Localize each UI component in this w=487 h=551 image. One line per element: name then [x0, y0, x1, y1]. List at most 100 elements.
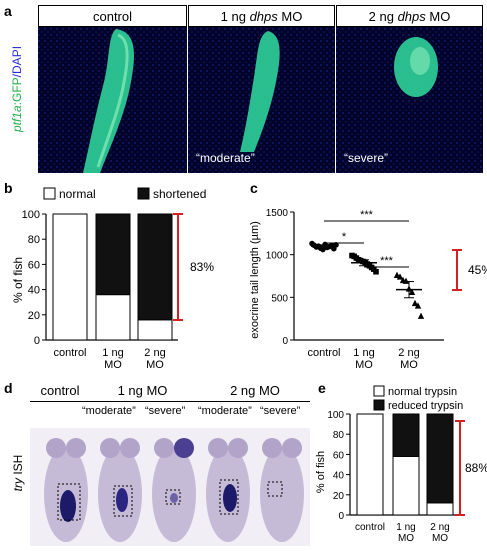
c-point-1ng	[373, 268, 379, 275]
chart-e: normal trypsin reduced trypsin % of fish…	[315, 385, 487, 544]
e-y-tick-label: 40	[333, 471, 345, 482]
micrograph-control	[38, 27, 187, 173]
e-x-tick-label: MO	[398, 533, 414, 544]
group-2ng-label: 2 ng MO	[230, 383, 280, 398]
e-x-tick-label: MO	[432, 533, 448, 544]
c-x-tick-label: MO	[400, 359, 418, 371]
panel-d-ylabel: try ISH	[11, 454, 25, 492]
sub-label-moderate-1: “moderate”	[82, 405, 136, 417]
b-x-tick-label: control	[53, 347, 86, 359]
chart-b: normal shortened % of fish 020406080100 …	[11, 187, 214, 371]
header-2ng: 2 ng dhps MO	[336, 5, 483, 27]
sub-label-severe-2: “severe”	[260, 405, 301, 417]
annotation-88: 88%	[465, 461, 487, 475]
b-bar-reduced-2	[137, 213, 173, 321]
b-bar-normal-1	[95, 294, 131, 341]
panel-a-label: a	[4, 3, 12, 19]
panel-d-label: d	[4, 380, 13, 396]
e-bar-reduced-1	[392, 413, 420, 457]
b-y-tick-label: 40	[28, 285, 40, 297]
embryo-2ng-moderate	[206, 438, 250, 542]
group-control-label: control	[40, 383, 80, 398]
group-1ng-line	[85, 401, 200, 402]
e-x-tick-label: 1 ng	[396, 522, 415, 533]
b-y-tick-label: 60	[28, 259, 40, 271]
panel-a-ylabel: ptf1a:GFP/DAPI	[10, 45, 24, 133]
c-x-tick-label: control	[307, 347, 340, 359]
y-axis-label-c: exocrine tail length (µm)	[249, 221, 261, 339]
b-x-tick-label: 2 ng	[144, 347, 165, 359]
c-point-control	[320, 246, 326, 253]
e-x-tick-label: 2 ng	[430, 522, 449, 533]
c-sig-label: *	[342, 231, 347, 243]
c-point-2ng	[411, 299, 419, 307]
c-y-tick-label: 1500	[266, 208, 289, 219]
y-axis-label-e: % of fish	[315, 451, 327, 493]
legend-swatch-normal	[43, 187, 56, 200]
micrograph-1ng: “moderate”	[188, 27, 335, 173]
c-x-tick-label: 2 ng	[398, 347, 419, 359]
b-y-tick-label: 20	[28, 310, 40, 322]
legend-e: normal trypsin reduced trypsin	[373, 385, 463, 412]
e-bar-normal-0	[356, 413, 384, 516]
c-point-2ng	[414, 302, 422, 309]
e-bar-reduced-2	[426, 413, 454, 504]
c-y-tick-label: 0	[282, 336, 288, 347]
embryo-2ng-severe	[260, 438, 304, 542]
e-y-tick-label: 100	[327, 410, 344, 421]
legend-label-normal-trypsin: normal trypsin	[388, 386, 457, 398]
b-y-tick-label: 80	[28, 234, 40, 246]
legend-swatch-shortened	[137, 187, 150, 200]
micrograph-2ng: “severe”	[336, 27, 483, 173]
header-1ng: 1 ng dhps MO	[188, 5, 335, 27]
e-bar-normal-1	[392, 455, 420, 516]
group-1ng-label: 1 ng MO	[117, 383, 168, 398]
caption-moderate: “moderate”	[196, 151, 255, 165]
c-x-tick-label: MO	[355, 359, 373, 371]
bracket-e	[455, 420, 465, 516]
group-control-line	[30, 401, 90, 402]
legend-swatch-reduced-trypsin	[373, 399, 385, 411]
legend-b: normal shortened	[43, 187, 206, 201]
embryo-1ng-severe	[152, 438, 196, 542]
bracket-b	[173, 213, 183, 321]
panel-e-label: e	[318, 380, 326, 396]
legend-label-shortened: shortened	[153, 187, 206, 201]
b-bar-reduced-1	[95, 213, 131, 296]
legend-swatch-normal-trypsin	[373, 385, 385, 397]
panel-c-label: c	[250, 180, 258, 196]
y-axis-label-b: % of fish	[11, 257, 25, 303]
e-x-tick-label: control	[355, 522, 385, 533]
e-bar-normal-2	[426, 502, 454, 516]
c-x-tick-label: 1 ng	[353, 347, 374, 359]
c-y-tick-label: 1000	[266, 251, 289, 262]
b-y-tick-label: 100	[22, 209, 40, 221]
e-y-tick-label: 20	[333, 491, 345, 502]
panel-b-label: b	[4, 180, 13, 196]
sub-label-moderate-2: “moderate”	[198, 405, 252, 417]
e-y-tick-label: 0	[338, 511, 344, 522]
embryo-1ng-moderate	[98, 438, 142, 542]
c-sig-label: ***	[380, 255, 394, 267]
embryo-image-strip	[30, 428, 310, 546]
e-y-tick-label: 60	[333, 450, 345, 461]
header-control: control	[38, 5, 187, 27]
legend-label-normal: normal	[59, 187, 96, 201]
c-sig-label: ***	[360, 209, 374, 221]
b-x-tick-label: MO	[146, 359, 164, 371]
b-bar-normal-2	[137, 319, 173, 341]
c-point-2ng	[402, 277, 410, 284]
sub-label-severe-1: “severe”	[145, 405, 186, 417]
c-point-2ng	[408, 288, 416, 296]
b-y-tick-label: 0	[34, 335, 40, 347]
c-point-2ng	[396, 273, 404, 280]
embryo-control	[44, 438, 88, 542]
annotation-45: 45%	[468, 263, 487, 277]
bracket-c	[452, 249, 462, 291]
e-y-tick-label: 80	[333, 430, 345, 441]
annotation-83: 83%	[190, 260, 214, 274]
chart-c: exocrine tail length (µm) 0 500 1000 1500 *…	[249, 208, 487, 371]
group-2ng-line	[200, 401, 310, 402]
b-x-tick-label: 1 ng	[102, 347, 123, 359]
c-point-2ng	[417, 312, 425, 319]
